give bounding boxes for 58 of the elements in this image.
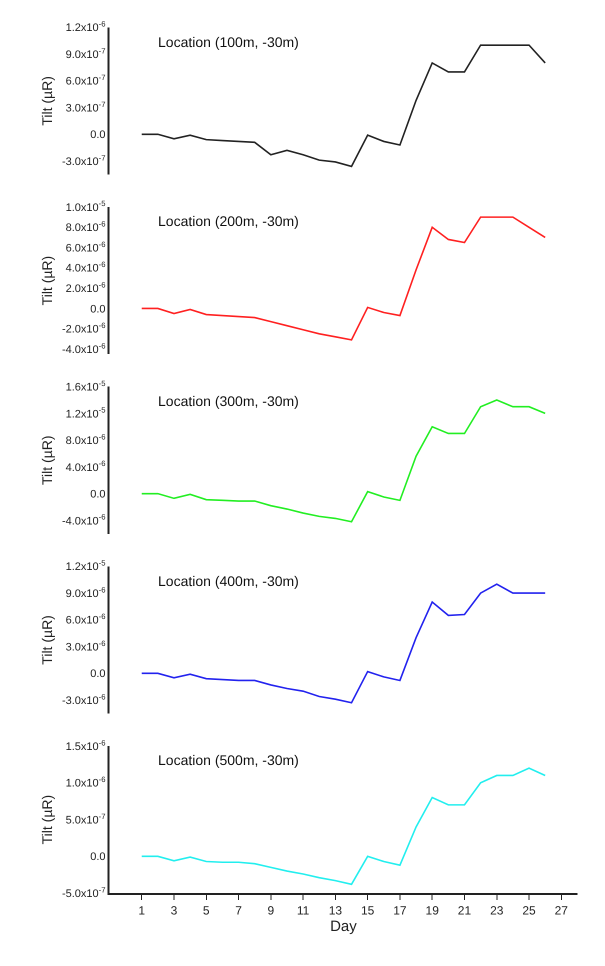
x-tick-label: 27	[554, 903, 568, 918]
y-tick-label: 0.0	[90, 488, 106, 501]
x-tick-label: 23	[490, 903, 504, 918]
x-axis-title: Day	[330, 918, 358, 935]
x-tick-label: 21	[458, 903, 472, 918]
y-axis-title: Tilt (µR)	[39, 435, 56, 485]
y-tick-label: 1.6x10$^{-5}$	[66, 378, 106, 394]
x-tick-label: 3	[170, 903, 178, 918]
x-tick-label: 7	[235, 903, 242, 918]
y-tick-label: -2.0x10$^{-6}$	[62, 320, 106, 336]
x-tick-label: 1	[138, 903, 146, 918]
y-tick-label: 3.0x10$^{-6}$	[66, 638, 106, 654]
line-series	[140, 216, 546, 341]
y-tick-label: 1.2x10$^{-6}$	[66, 20, 106, 34]
y-axis-title: Tilt (µR)	[39, 794, 56, 844]
y-tick-label: 4.0x10$^{-6}$	[66, 459, 106, 474]
annotation: Location (500m, -30m)	[158, 752, 299, 768]
x-tick-label: 5	[202, 903, 210, 918]
x-tick-label: 13	[328, 903, 342, 918]
annotation: Location (100m, -30m)	[158, 34, 299, 50]
annotation: Location (400m, -30m)	[158, 573, 299, 589]
y-tick-label: -3.0x10$^{-7}$	[62, 153, 106, 168]
y-tick-label: 1.2x10$^{-5}$	[66, 558, 106, 574]
y-tick-label: 1.2x10$^{-5}$	[66, 406, 106, 420]
y-tick-label: -5.0x10$^{-7}$	[62, 885, 106, 900]
annotation: Location (200m, -30m)	[158, 213, 299, 229]
y-tick-label: 4.0x10$^{-6}$	[66, 260, 106, 275]
y-tick-label: 1.0x10$^{-5}$	[66, 199, 106, 214]
y-tick-label: 6.0x10$^{-7}$	[66, 73, 106, 88]
y-axis-title: Tilt (µR)	[39, 615, 56, 665]
y-tick-label: 6.0x10$^{-6}$	[66, 240, 106, 254]
y-tick-label: 0.0	[90, 668, 106, 680]
y-tick-label: 1.0x10$^{-6}$	[66, 775, 106, 790]
y-tick-label: -4.0x10$^{-6}$	[62, 341, 106, 356]
y-tick-label: 3.0x10$^{-7}$	[66, 100, 106, 114]
y-tick-label: 0.0	[90, 129, 106, 142]
x-tick-label: 11	[296, 903, 310, 918]
x-tick-label: 25	[522, 903, 536, 918]
x-tick-label: 9	[267, 903, 274, 918]
y-tick-label: 6.0x10$^{-6}$	[66, 612, 106, 627]
y-tick-label: 9.0x10$^{-7}$	[66, 46, 106, 61]
y-tick-label: 8.0x10$^{-6}$	[66, 220, 106, 234]
x-tick-label: 19	[426, 903, 440, 918]
y-tick-label: -4.0x10$^{-6}$	[62, 512, 106, 528]
y-tick-label: 5.0x10$^{-7}$	[66, 812, 106, 826]
annotation: Location (300m, -30m)	[158, 393, 299, 409]
y-tick-label: -3.0x10$^{-6}$	[62, 692, 106, 707]
line-series	[140, 767, 546, 886]
y-tick-label: 2.0x10$^{-6}$	[66, 280, 106, 296]
y-tick-label: 8.0x10$^{-6}$	[66, 432, 106, 448]
y-tick-label: 0.0	[90, 851, 106, 864]
x-tick-label: 17	[393, 903, 407, 918]
y-tick-label: 1.5x10$^{-6}$	[66, 738, 106, 753]
y-axis-title: Tilt (µR)	[39, 76, 56, 126]
y-axis-title: Tilt (µR)	[39, 256, 56, 306]
y-tick-label: 0.0	[90, 303, 106, 316]
y-tick-label: 9.0x10$^{-6}$	[66, 585, 106, 600]
x-tick-label: 15	[360, 903, 375, 918]
